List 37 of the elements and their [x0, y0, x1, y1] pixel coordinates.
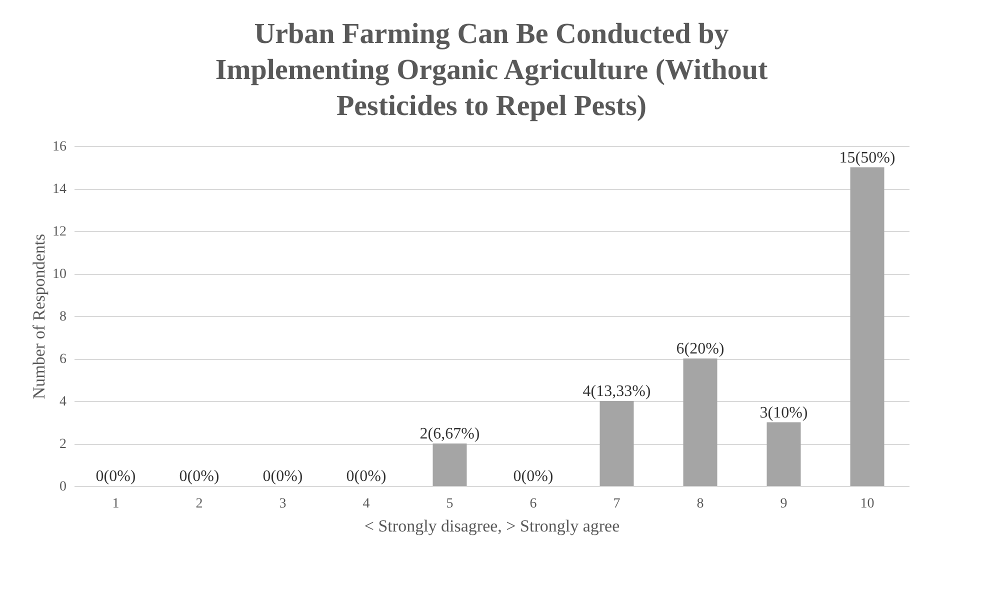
- bar: [600, 401, 634, 486]
- data-label: 0(0%): [346, 468, 386, 485]
- x-tick-label: 2: [196, 496, 203, 512]
- data-label: 0(0%): [513, 468, 554, 485]
- bar: [683, 358, 718, 486]
- data-label: 0(0%): [96, 468, 136, 485]
- chart-title: Urban Farming Can Be Conducted by Implementing Organic Agriculture (Without Pesticides to Repel Pests): [215, 18, 768, 122]
- x-tick-label: 5: [446, 496, 454, 512]
- y-tick-label: 0: [60, 480, 66, 494]
- x-tick-label: 10: [860, 496, 874, 512]
- x-tick-label: 8: [696, 496, 704, 512]
- data-label: 3(10%): [760, 404, 808, 422]
- y-tick-label: 2: [60, 437, 66, 452]
- data-label: 15(50%): [839, 149, 896, 166]
- data-label: 2(6,67%): [420, 426, 480, 442]
- y-tick-label: 4: [60, 394, 66, 410]
- x-tick-label: 6: [530, 496, 537, 512]
- x-axis-title: < Strongly disagree, > Strongly agree: [364, 516, 620, 536]
- data-label: 4(13,33%): [582, 383, 651, 400]
- y-tick-label: 16: [52, 140, 66, 154]
- x-tick-label: 3: [279, 496, 286, 512]
- y-axis-title: Number of Respondents: [30, 234, 48, 400]
- bar: [766, 422, 801, 486]
- y-tick-label: 10: [52, 267, 66, 282]
- data-label: 0(0%): [179, 468, 220, 485]
- data-label: 6(20%): [676, 340, 724, 358]
- x-tick-label: 1: [112, 496, 120, 512]
- data-label: 0(0%): [262, 468, 303, 485]
- y-tick-label: 12: [52, 224, 66, 240]
- bar: [432, 444, 467, 486]
- x-tick-label: 9: [780, 496, 788, 512]
- x-tick-label: 7: [613, 496, 620, 512]
- y-tick-label: 6: [60, 352, 66, 367]
- y-tick-label: 14: [52, 182, 66, 197]
- y-tick-label: 8: [60, 310, 66, 324]
- x-tick-label: 4: [362, 496, 370, 512]
- bar: [850, 167, 884, 486]
